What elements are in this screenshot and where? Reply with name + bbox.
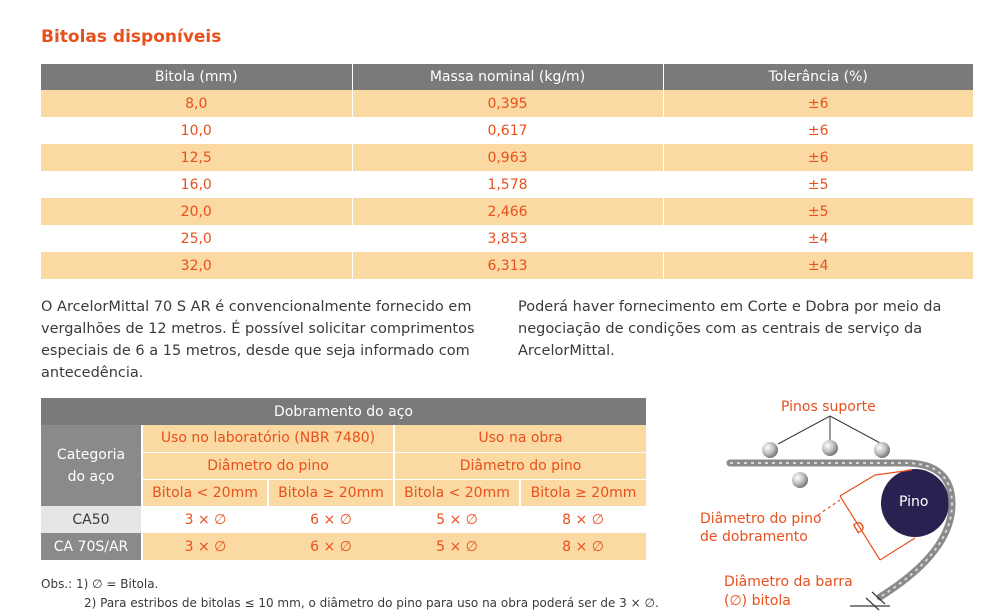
value-cell: 6 × ∅	[268, 506, 394, 533]
header-bitola: Bitola (mm)	[41, 64, 353, 90]
cell-tolerancia: ±6	[663, 144, 973, 171]
cell-tolerancia: ±4	[663, 225, 973, 252]
value-cell: 8 × ∅	[520, 506, 647, 533]
cell-massa: 6,313	[352, 252, 664, 279]
table-header-row: Bitola (mm) Massa nominal (kg/m) Tolerân…	[41, 64, 973, 90]
bitolas-table: Bitola (mm) Massa nominal (kg/m) Tolerân…	[41, 64, 973, 279]
cell-massa: 3,853	[352, 225, 664, 252]
table-row: 20,0 2,466 ±5	[41, 198, 973, 225]
label-diametro-barra-2: (∅) bitola	[724, 593, 791, 609]
cell-bitola: 16,0	[41, 171, 353, 198]
category-label: Categoria do aço	[56, 446, 126, 485]
cell-tolerancia: ±5	[663, 171, 973, 198]
label-diametro-pino-2: de dobramento	[700, 529, 808, 545]
table-row: 16,0 1,578 ±5	[41, 171, 973, 198]
cell-bitola: 10,0	[41, 117, 353, 144]
table-row: 8,0 0,395 ±6	[41, 90, 973, 117]
col-bitola-lt-lab: Bitola < 20mm	[142, 478, 269, 506]
table-row: 32,0 6,313 ±4	[41, 252, 973, 279]
obs-note-2: 2) Para estribos de bitolas ≤ 10 mm, o d…	[84, 596, 659, 610]
cell-tolerancia: ±5	[663, 198, 973, 225]
cell-bitola: 25,0	[41, 225, 353, 252]
col-bitola-ge-obra: Bitola ≥ 20mm	[520, 478, 647, 506]
pointer-lines	[777, 415, 883, 445]
section-title: Bitolas disponíveis	[41, 27, 222, 47]
obs-note-1: Obs.: 1) ∅ = Bitola.	[41, 577, 159, 591]
col-bitola-lt-obra: Bitola < 20mm	[394, 478, 521, 506]
value-cell: 6 × ∅	[268, 533, 394, 560]
subheader-diametro-obra: Diâmetro do pino	[394, 451, 647, 479]
cell-tolerancia: ±6	[663, 90, 973, 117]
label-diametro-barra-1: Diâmetro da barra	[724, 574, 853, 590]
label-pinos-suporte: Pinos suporte	[781, 399, 876, 415]
cell-massa: 0,395	[352, 90, 664, 117]
group-obra: Uso na obra	[394, 425, 647, 452]
row-label-ca70s: CA 70S/AR	[41, 533, 143, 560]
value-cell: 8 × ∅	[520, 533, 647, 560]
dobramento-title: Dobramento do aço	[41, 398, 647, 425]
bending-diagram-svg	[726, 415, 956, 611]
support-pin-icon	[874, 442, 890, 458]
label-diametro-pino-1: Diâmetro do pino	[700, 511, 822, 527]
subheader-diametro-lab: Diâmetro do pino	[142, 451, 395, 479]
pino-circle	[881, 469, 949, 537]
value-cell: 3 × ∅	[142, 533, 268, 560]
support-pin-icon	[792, 472, 808, 488]
bar-diameter-marker	[850, 591, 890, 611]
cell-massa: 0,963	[352, 144, 664, 171]
value-cell: 3 × ∅	[142, 506, 268, 533]
value-cell: 5 × ∅	[394, 533, 520, 560]
row-label-ca50: CA50	[41, 506, 143, 533]
cell-massa: 0,617	[352, 117, 664, 144]
table-row: CA50 3 × ∅ 6 × ∅ 5 × ∅ 8 × ∅	[41, 506, 647, 533]
table-row: CA 70S/AR 3 × ∅ 6 × ∅ 5 × ∅ 8 × ∅	[41, 533, 647, 560]
cell-tolerancia: ±6	[663, 117, 973, 144]
col-bitola-ge-lab: Bitola ≥ 20mm	[268, 478, 395, 506]
table-row: 10,0 0,617 ±6	[41, 117, 973, 144]
group-laboratorio: Uso no laboratório (NBR 7480)	[142, 425, 395, 452]
support-pin-icon	[822, 440, 838, 456]
header-tolerancia: Tolerância (%)	[663, 64, 973, 90]
info-paragraph-right: Poderá haver fornecimento em Corte e Dob…	[518, 299, 942, 359]
cell-massa: 2,466	[352, 198, 664, 225]
cell-bitola: 20,0	[41, 198, 353, 225]
value-cell: 5 × ∅	[394, 506, 520, 533]
label-pino: Pino	[899, 494, 929, 510]
bending-diagram: Pinos suporte Pino Diâmetro do pino de d…	[690, 392, 990, 613]
dobramento-table: Dobramento do aço Categoria do aço Uso n…	[41, 398, 647, 560]
dimension-d	[817, 469, 916, 561]
table-row: 25,0 3,853 ±4	[41, 225, 973, 252]
cell-bitola: 12,5	[41, 144, 353, 171]
cell-massa: 1,578	[352, 171, 664, 198]
cell-bitola: 32,0	[41, 252, 353, 279]
header-massa: Massa nominal (kg/m)	[352, 64, 664, 90]
info-paragraph-left: O ArcelorMittal 70 S AR é convencionalme…	[41, 299, 475, 381]
category-header: Categoria do aço	[41, 425, 143, 506]
support-pin-icon	[762, 442, 778, 458]
cell-tolerancia: ±4	[663, 252, 973, 279]
cell-bitola: 8,0	[41, 90, 353, 117]
table-row: 12,5 0,963 ±6	[41, 144, 973, 171]
